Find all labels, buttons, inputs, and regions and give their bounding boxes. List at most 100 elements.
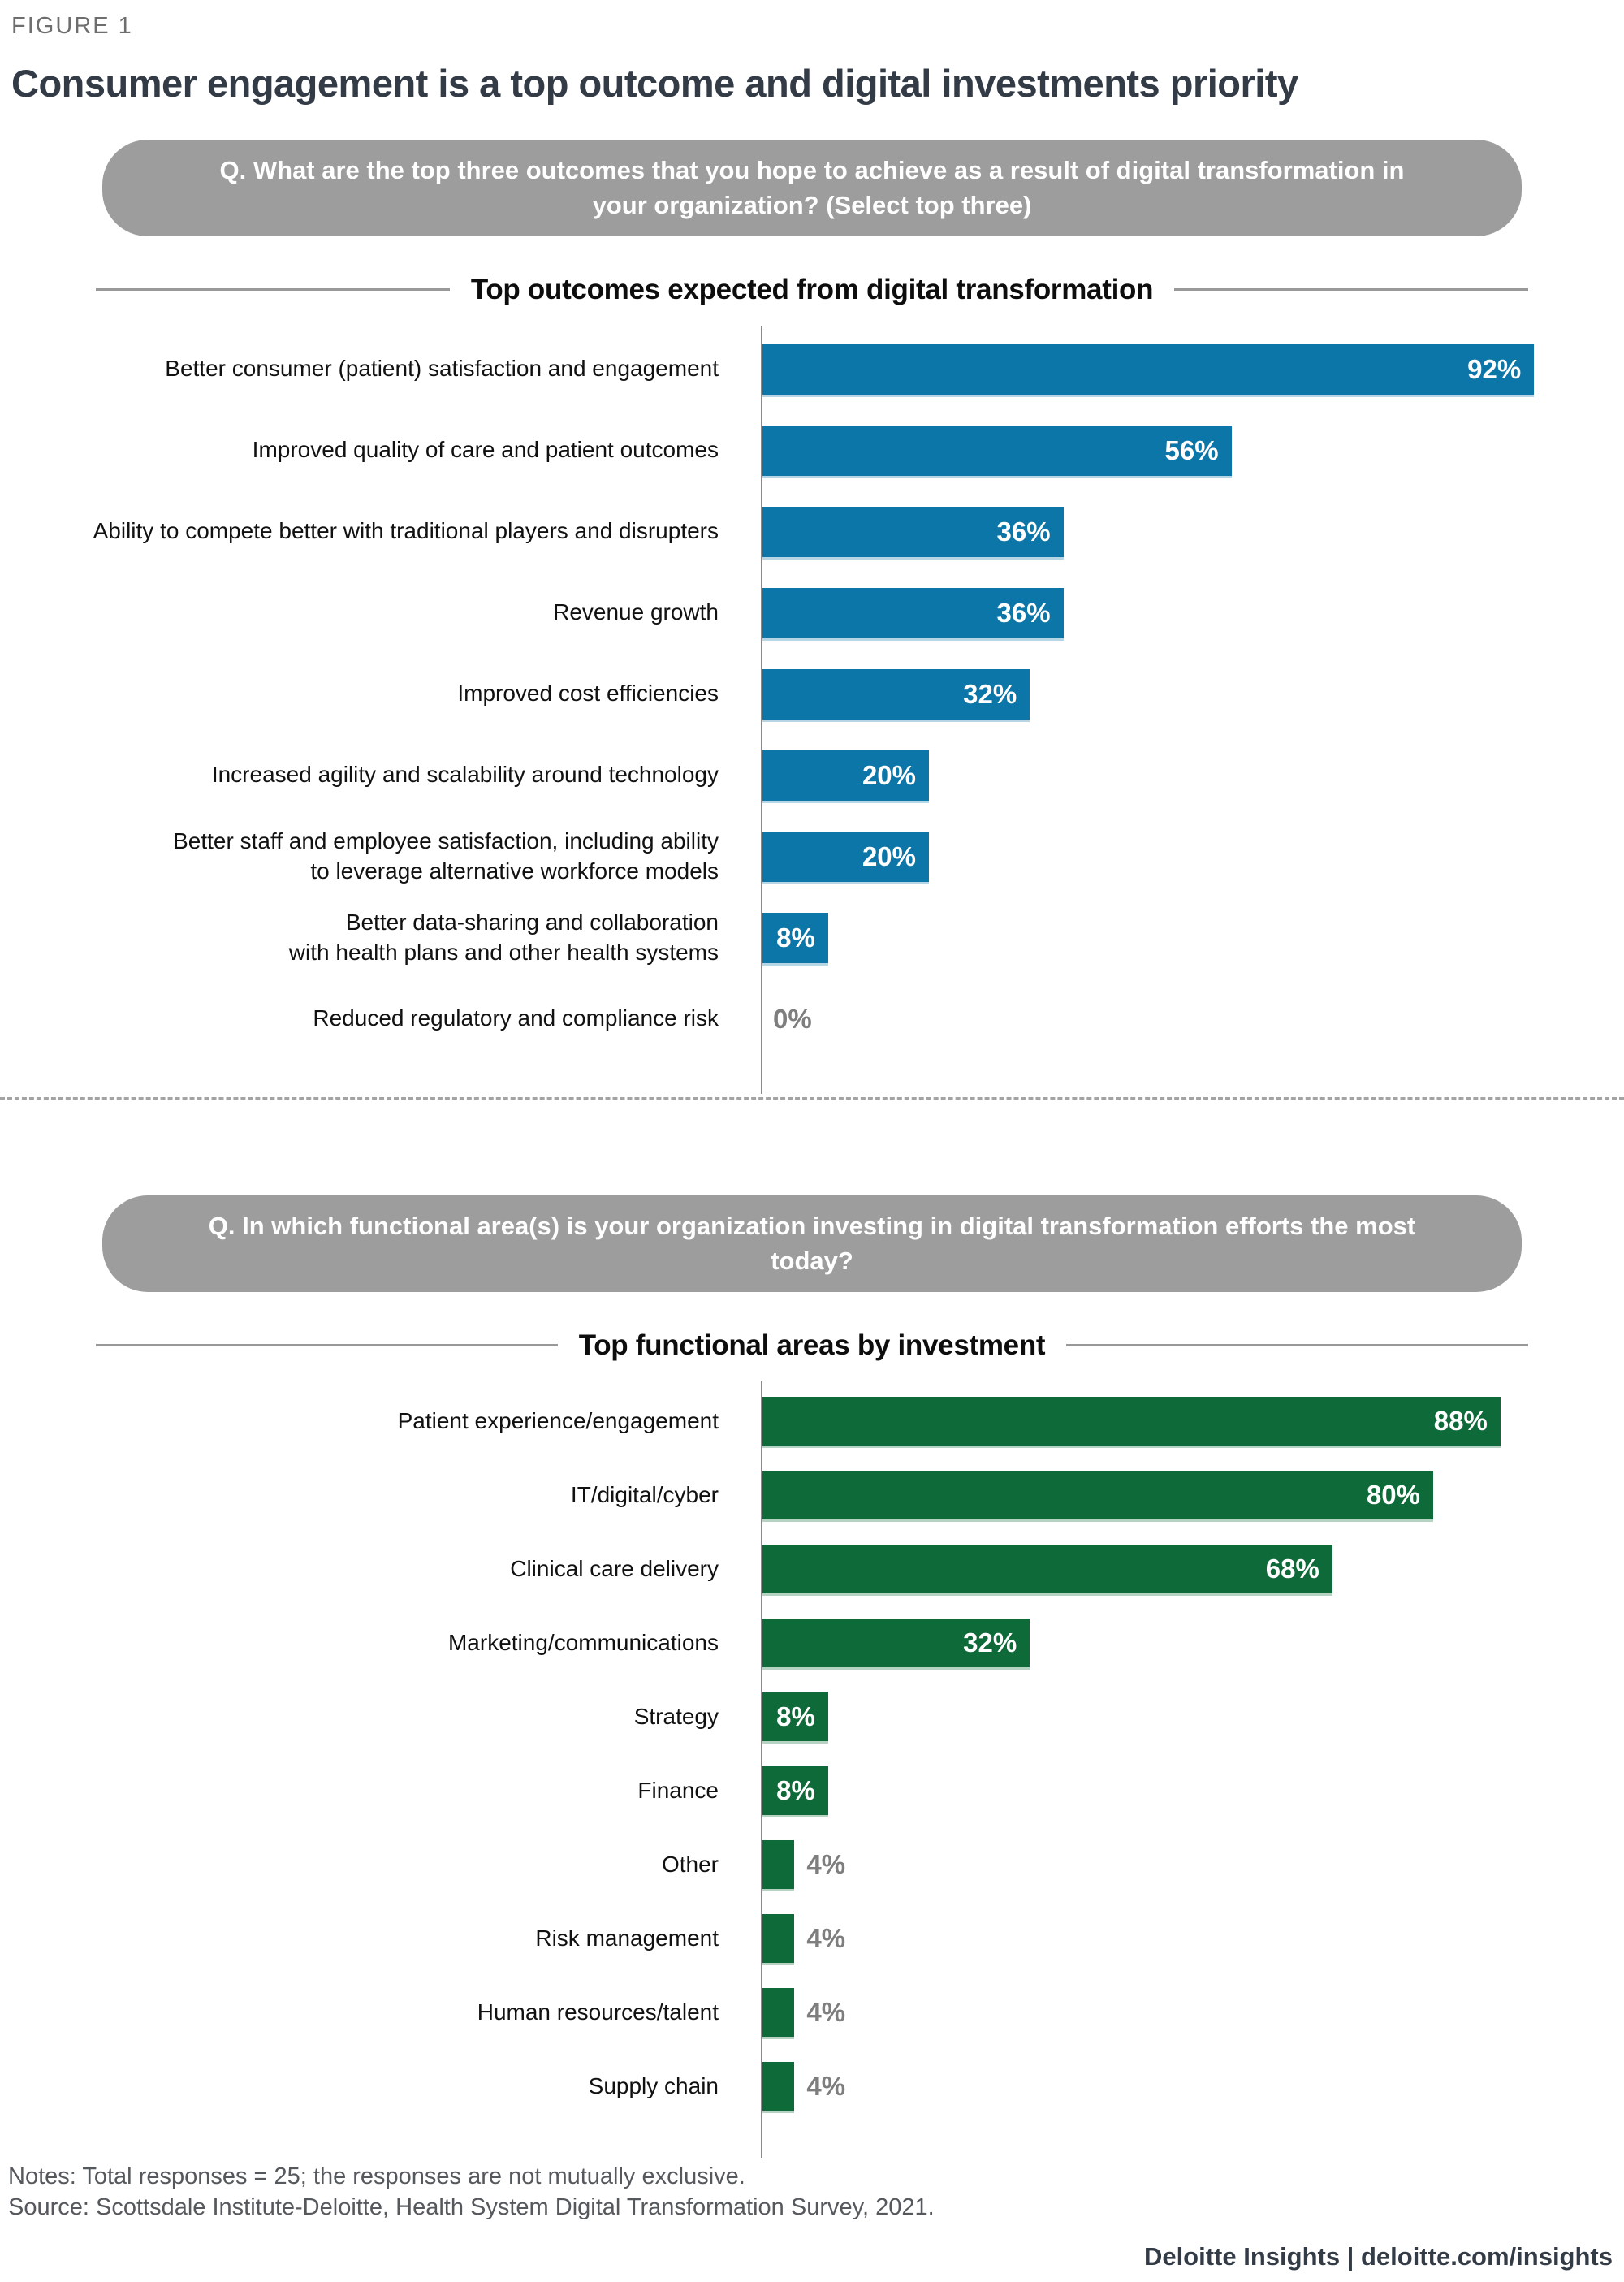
bar-row: Clinical care delivery 68% [0,1532,1624,1606]
title-rule-right [1174,288,1528,292]
axis-line [761,1381,762,2158]
bar-row: Strategy 8% [0,1680,1624,1754]
bar-chart-investment: Patient experience/engagement 88% IT/digit… [0,1381,1624,2158]
chart-title-investment: Top functional areas by investment [578,1329,1046,1361]
bar-row: Increased agility and scalability around… [0,735,1624,816]
bar-row: Marketing/communications 32% [0,1606,1624,1680]
bar-track: 20% [761,831,1601,882]
bar-value: 36% [996,516,1051,547]
bar-track: 8% [761,1692,1601,1742]
bar [761,2062,795,2111]
bar-value: 20% [862,759,916,790]
bar-row: Better consumer (patient) satisfaction a… [0,329,1624,410]
bar-value: 68% [1265,1554,1320,1584]
question-pill-investment: Q. In which functional area(s) is your o… [102,1195,1522,1292]
bar-label: Improved quality of care and patient out… [252,437,719,463]
bar [761,1988,795,2038]
bar-track: 4% [761,1988,1601,2038]
bar-row: Improved cost efficiencies 32% [0,654,1624,735]
page-title: Consumer engagement is a top outcome and… [11,62,1298,105]
bar-row: Better data-sharing and collaboration wi… [0,897,1624,979]
bar-value: 88% [1433,1406,1488,1437]
bar-track: 32% [761,1619,1601,1668]
bar-track: 0% [761,994,1601,1044]
bar: 36% [761,587,1064,638]
bar-label: Reduced regulatory and compliance risk [313,1005,719,1031]
bar: 36% [761,506,1064,557]
bar-track: 36% [761,587,1601,638]
question-pill-outcomes: Q. What are the top three outcomes that … [102,140,1522,236]
bar-row: Revenue growth 36% [0,573,1624,654]
bar [761,1840,795,1890]
bar: 20% [761,831,929,882]
bar-value: 8% [776,922,815,953]
bar-label: Strategy [633,1703,719,1729]
bar-label: Increased agility and scalability around… [211,762,719,788]
bar: 88% [761,1397,1501,1446]
bar-track: 8% [761,912,1601,963]
bar-row: Supply chain 4% [0,2050,1624,2124]
bar-label: Better data-sharing and collaboration wi… [288,909,719,965]
bar-row: Human resources/talent 4% [0,1976,1624,2050]
brand-footer: Deloitte Insights | deloitte.com/insight… [1143,2242,1613,2271]
bar-row: Reduced regulatory and compliance risk 0% [0,979,1624,1060]
bar-track: 4% [761,1840,1601,1890]
bar-row: Risk management 4% [0,1902,1624,1976]
bar-row: Finance 8% [0,1754,1624,1828]
bar-value: 4% [806,1849,846,1880]
bar-value: 92% [1467,353,1522,384]
bar: 32% [761,1619,1030,1668]
bar-label: Human resources/talent [477,1999,719,2025]
bar-label: Other [661,1851,719,1877]
bar-row: Improved quality of care and patient out… [0,410,1624,491]
bar-label: Risk management [535,1925,719,1951]
bar-chart-outcomes: Better consumer (patient) satisfaction a… [0,325,1624,1094]
bar-value: 4% [806,1923,846,1954]
bar-track: 68% [761,1545,1601,1594]
bar-value: 4% [806,2071,846,2102]
bar-track: 4% [761,2062,1601,2111]
chart-title-outcomes: Top outcomes expected from digital trans… [470,273,1154,305]
bar-track: 92% [761,344,1601,395]
bar [761,1914,795,1964]
bar-label: Patient experience/engagement [397,1407,719,1433]
bar-row: Better staff and employee satisfaction, … [0,816,1624,897]
bar-value: 32% [963,678,1017,709]
bar-label: Supply chain [588,2072,719,2098]
chart-title-row-investment: Top functional areas by investment [96,1329,1529,1362]
chart-title-row-outcomes: Top outcomes expected from digital trans… [96,274,1528,306]
bar-track: 8% [761,1766,1601,1816]
figure-label: FIGURE 1 [11,13,133,39]
bar-value: 8% [776,1775,815,1806]
bar-value: 56% [1164,434,1219,465]
bar-row: IT/digital/cyber 80% [0,1459,1624,1532]
bar-label: Improved cost efficiencies [457,681,719,707]
bar: 92% [761,344,1535,395]
bar-row: Ability to compete better with tradition… [0,491,1624,573]
title-rule-left [96,288,450,292]
bar-label: Better staff and employee satisfaction, … [173,828,719,884]
bar-label: Finance [637,1777,719,1803]
bar: 8% [761,1766,828,1816]
bar-value: 0% [773,1003,812,1034]
bar-label: Marketing/communications [447,1629,719,1655]
bar-row: Patient experience/engagement 88% [0,1385,1624,1459]
bar-label: Revenue growth [553,599,719,625]
bar: 56% [761,425,1232,476]
bar-label: Ability to compete better with tradition… [93,518,719,544]
bar-value: 8% [776,1701,815,1732]
bar: 32% [761,668,1030,720]
bar-label: Better consumer (patient) satisfaction a… [165,356,719,382]
bar-track: 88% [761,1397,1601,1446]
source-text: Source: Scottsdale Institute-Deloitte, H… [8,2193,935,2220]
bar: 80% [761,1471,1433,1520]
bar-value: 36% [996,597,1051,628]
bar: 8% [761,912,828,963]
footnotes: Notes: Total responses = 25; the respons… [8,2161,1613,2224]
bar: 20% [761,750,929,801]
bar-label: IT/digital/cyber [570,1481,719,1507]
bar: 68% [761,1545,1332,1594]
bar-label: Clinical care delivery [510,1555,719,1581]
bar-track: 80% [761,1471,1601,1520]
